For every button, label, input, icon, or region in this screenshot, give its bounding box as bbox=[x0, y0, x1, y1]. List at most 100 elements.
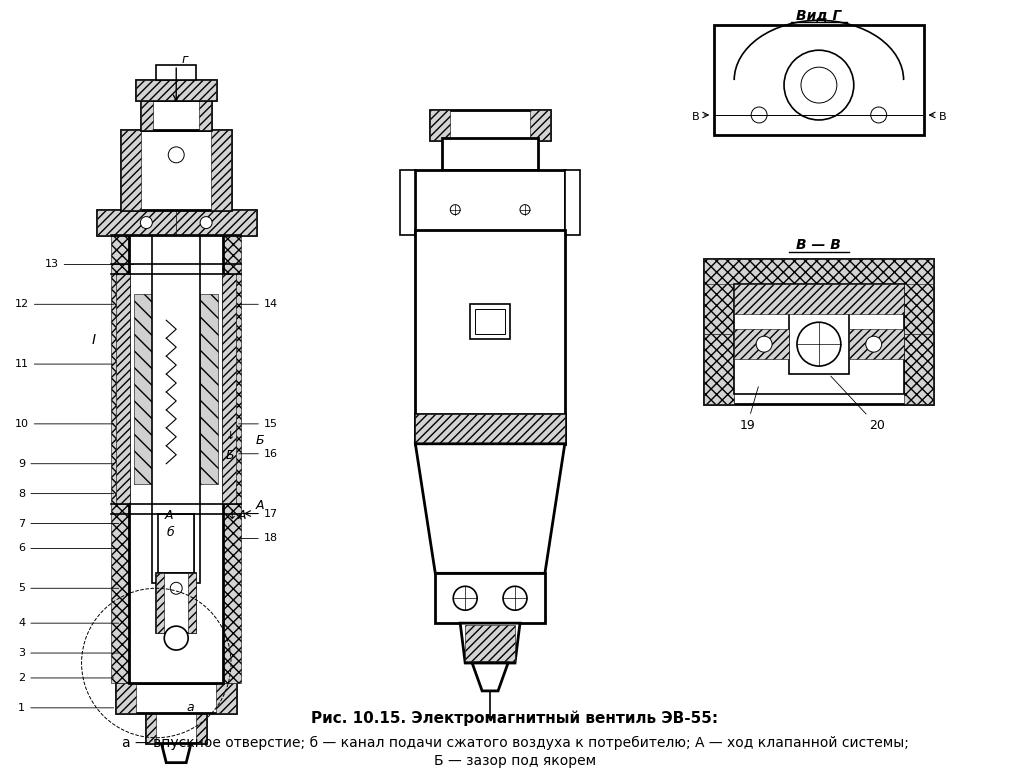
Text: 18: 18 bbox=[239, 533, 278, 543]
Text: А: А bbox=[256, 498, 264, 512]
Text: А: А bbox=[238, 509, 246, 522]
Bar bbox=[141, 100, 211, 130]
Text: б: б bbox=[166, 526, 174, 539]
Polygon shape bbox=[460, 623, 520, 663]
Text: 12: 12 bbox=[14, 300, 113, 310]
Bar bbox=[136, 80, 217, 100]
Bar bbox=[189, 574, 196, 633]
Bar bbox=[222, 275, 236, 504]
Circle shape bbox=[752, 107, 767, 123]
Text: 20: 20 bbox=[831, 376, 885, 432]
Polygon shape bbox=[161, 743, 191, 762]
Text: А: А bbox=[164, 509, 173, 522]
Text: г: г bbox=[181, 53, 188, 66]
Circle shape bbox=[797, 322, 841, 366]
Bar bbox=[475, 310, 505, 334]
Text: Б — зазор под якорем: Б — зазор под якорем bbox=[434, 754, 596, 768]
Bar bbox=[196, 711, 206, 743]
Bar bbox=[157, 65, 196, 80]
Polygon shape bbox=[472, 663, 508, 691]
Text: 5: 5 bbox=[19, 584, 119, 594]
Circle shape bbox=[164, 626, 189, 650]
Bar bbox=[903, 334, 933, 404]
Circle shape bbox=[520, 204, 530, 214]
Circle shape bbox=[801, 67, 837, 103]
Text: Б: Б bbox=[226, 449, 235, 462]
Bar bbox=[565, 170, 579, 235]
Circle shape bbox=[170, 582, 182, 594]
Text: 16: 16 bbox=[239, 449, 278, 459]
Circle shape bbox=[168, 147, 185, 163]
Bar bbox=[415, 170, 565, 235]
Polygon shape bbox=[415, 444, 565, 574]
Text: а — впускное отверстие; б — канал подачи сжатого воздуха к потребителю; А — ход : а — впускное отверстие; б — канал подачи… bbox=[122, 735, 908, 750]
Bar bbox=[734, 284, 903, 394]
Bar bbox=[199, 100, 211, 130]
Text: Вид Г: Вид Г bbox=[796, 9, 841, 22]
Bar bbox=[146, 711, 206, 743]
Text: 6: 6 bbox=[19, 543, 119, 553]
Text: 9: 9 bbox=[19, 459, 113, 469]
Bar bbox=[465, 625, 516, 661]
Text: В: В bbox=[938, 112, 946, 122]
Bar bbox=[141, 100, 154, 130]
Text: 10: 10 bbox=[14, 419, 113, 429]
Bar bbox=[704, 259, 933, 404]
Bar bbox=[430, 110, 451, 140]
Circle shape bbox=[454, 586, 477, 610]
Bar bbox=[430, 110, 550, 140]
Bar bbox=[136, 80, 217, 100]
Bar bbox=[122, 130, 141, 210]
Bar bbox=[704, 259, 734, 334]
Text: 2: 2 bbox=[19, 673, 113, 683]
Bar bbox=[415, 230, 565, 444]
Text: I: I bbox=[92, 333, 96, 348]
Bar bbox=[157, 574, 164, 633]
Bar bbox=[442, 138, 538, 170]
Bar bbox=[470, 304, 510, 339]
Text: 14: 14 bbox=[239, 300, 278, 310]
Text: Б: Б bbox=[256, 433, 265, 447]
Circle shape bbox=[451, 204, 460, 214]
Bar bbox=[200, 294, 219, 484]
Bar bbox=[211, 130, 231, 210]
Text: 1: 1 bbox=[19, 703, 113, 713]
Bar bbox=[903, 259, 933, 334]
Bar bbox=[400, 170, 415, 235]
Bar bbox=[117, 275, 130, 504]
Text: 4: 4 bbox=[19, 618, 119, 628]
Circle shape bbox=[503, 586, 527, 610]
Bar bbox=[111, 224, 130, 683]
Bar bbox=[176, 210, 256, 235]
Text: 3: 3 bbox=[19, 648, 119, 658]
Bar bbox=[223, 224, 241, 683]
Bar bbox=[117, 683, 236, 713]
Bar bbox=[217, 683, 236, 713]
Bar bbox=[117, 683, 136, 713]
Bar bbox=[415, 414, 565, 444]
Bar bbox=[122, 130, 231, 210]
Bar bbox=[153, 195, 200, 584]
Bar bbox=[185, 513, 194, 574]
Bar bbox=[734, 329, 789, 359]
Bar bbox=[159, 513, 168, 574]
Bar bbox=[157, 574, 196, 633]
Bar bbox=[714, 26, 924, 135]
Text: ↓: ↓ bbox=[226, 431, 235, 441]
Text: 19: 19 bbox=[739, 387, 759, 432]
Circle shape bbox=[756, 336, 772, 352]
Bar bbox=[704, 259, 933, 284]
Bar bbox=[849, 329, 903, 359]
Bar bbox=[415, 414, 565, 444]
Bar bbox=[530, 110, 550, 140]
Bar bbox=[134, 294, 153, 484]
Bar bbox=[97, 210, 176, 235]
Circle shape bbox=[200, 217, 212, 228]
Bar bbox=[789, 304, 849, 374]
Bar bbox=[734, 284, 903, 314]
Bar bbox=[146, 711, 157, 743]
Bar bbox=[159, 513, 194, 574]
Text: В: В bbox=[692, 112, 699, 122]
Text: 7: 7 bbox=[19, 519, 119, 529]
Text: 15: 15 bbox=[239, 419, 278, 429]
